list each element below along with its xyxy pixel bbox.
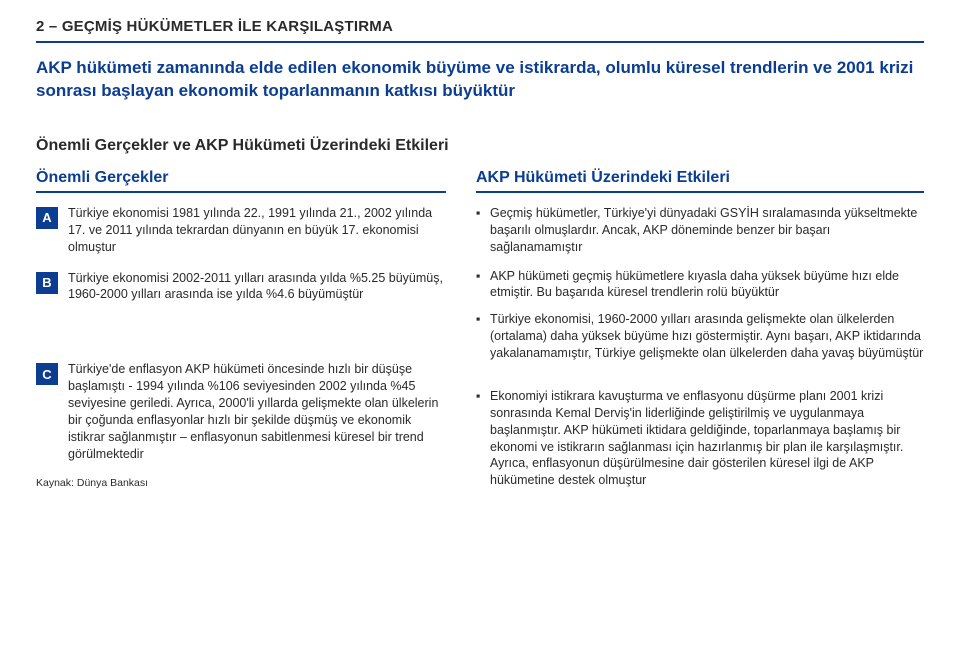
bullet-icon: ▪ <box>476 388 490 489</box>
effect-row-b2: ▪ Türkiye ekonomisi, 1960-2000 yılları a… <box>476 311 924 362</box>
effect-text-b1: AKP hükümeti geçmiş hükümetlere kıyasla … <box>490 268 924 302</box>
right-column-heading: AKP Hükümeti Üzerindeki Etkileri <box>476 169 924 193</box>
effect-text-a: Geçmiş hükümetler, Türkiye'yi dünyadaki … <box>490 205 924 256</box>
bullet-icon: ▪ <box>476 268 490 302</box>
source-text: Kaynak: Dünya Bankası <box>36 477 446 489</box>
subtitle: AKP hükümeti zamanında elde edilen ekono… <box>36 57 924 103</box>
fact-row-a: A Türkiye ekonomisi 1981 yılında 22., 19… <box>36 205 446 256</box>
right-column: AKP Hükümeti Üzerindeki Etkileri ▪ Geçmi… <box>476 169 924 499</box>
fact-text-b: Türkiye ekonomisi 2002-2011 yılları aras… <box>68 270 446 304</box>
bullet-icon: ▪ <box>476 205 490 256</box>
page-title: 2 – GEÇMİŞ HÜKÜMETLER İLE KARŞILAŞTIRMA <box>36 18 924 43</box>
effect-row-c: ▪ Ekonomiyi istikrara kavuşturma ve enfl… <box>476 388 924 489</box>
badge-a: A <box>36 207 58 229</box>
badge-b: B <box>36 272 58 294</box>
section-heading: Önemli Gerçekler ve AKP Hükümeti Üzerind… <box>36 137 924 155</box>
two-column-layout: Önemli Gerçekler A Türkiye ekonomisi 198… <box>36 169 924 499</box>
fact-text-c: Türkiye'de enflasyon AKP hükümeti öncesi… <box>68 361 446 462</box>
bullet-icon: ▪ <box>476 311 490 362</box>
effect-text-b2: Türkiye ekonomisi, 1960-2000 yılları ara… <box>490 311 924 362</box>
left-column: Önemli Gerçekler A Türkiye ekonomisi 198… <box>36 169 446 499</box>
effect-row-b1: ▪ AKP hükümeti geçmiş hükümetlere kıyasl… <box>476 268 924 302</box>
fact-row-b: B Türkiye ekonomisi 2002-2011 yılları ar… <box>36 270 446 304</box>
fact-text-a: Türkiye ekonomisi 1981 yılında 22., 1991… <box>68 205 446 256</box>
badge-c: C <box>36 363 58 385</box>
fact-row-c: C Türkiye'de enflasyon AKP hükümeti önce… <box>36 361 446 462</box>
left-column-heading: Önemli Gerçekler <box>36 169 446 193</box>
page: 2 – GEÇMİŞ HÜKÜMETLER İLE KARŞILAŞTIRMA … <box>0 0 960 665</box>
effect-text-c: Ekonomiyi istikrara kavuşturma ve enflas… <box>490 388 924 489</box>
effect-row-a: ▪ Geçmiş hükümetler, Türkiye'yi dünyadak… <box>476 205 924 256</box>
